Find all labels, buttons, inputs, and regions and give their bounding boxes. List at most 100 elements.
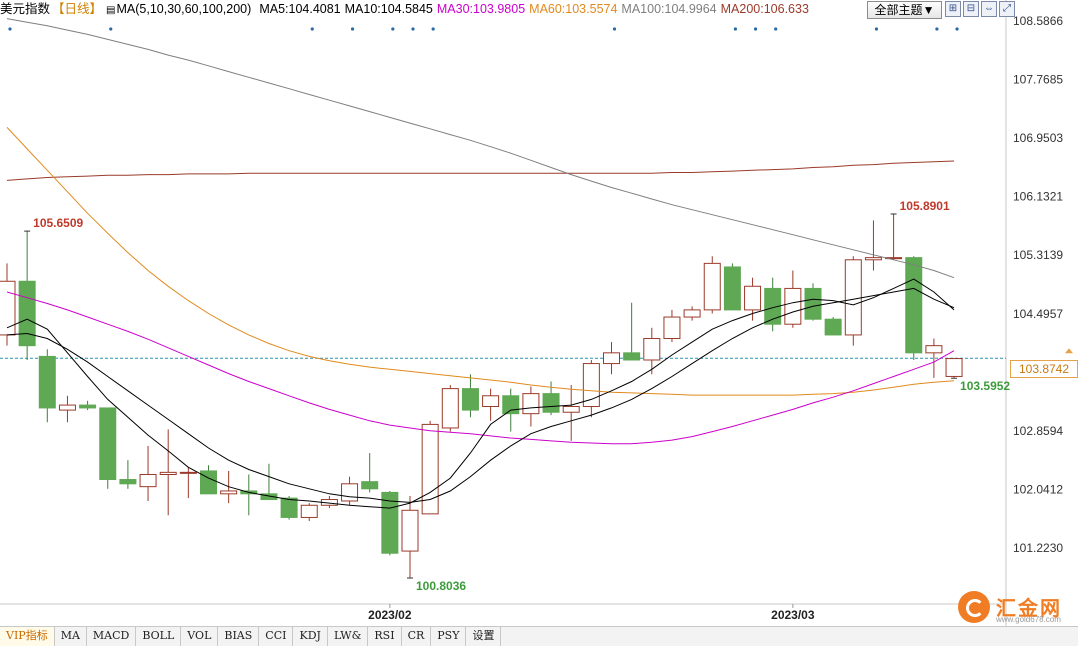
indicator-tab-bar: VIP指标 MA MACD BOLL VOL BIAS CCI KDJ LW& RSI CR PSY 设…: [0, 626, 1078, 646]
ma-value-0: MA5:104.4081: [259, 2, 341, 16]
candle-body-2: [38, 355, 56, 409]
candle-body-25: [502, 395, 520, 415]
logo-url: www.gold678.com: [996, 615, 1061, 624]
event-marker-8: [733, 27, 738, 31]
y-tick-7: 102.8594: [1013, 424, 1063, 438]
expand-icon[interactable]: ⤢: [999, 1, 1015, 17]
event-marker-9: [753, 27, 758, 31]
candle-body-26: [522, 393, 540, 415]
extreme-label-0: 105.6509: [33, 216, 83, 230]
indicator-tab-9[interactable]: RSI: [368, 627, 402, 646]
ma100-line: [6, 18, 955, 279]
price-arrow-icon: [1065, 348, 1073, 354]
indicator-tab-5[interactable]: BIAS: [218, 627, 260, 646]
theme-dropdown[interactable]: 全部主题▼: [867, 1, 942, 19]
candle-body-22: [441, 388, 459, 429]
candle-body-45: [905, 257, 923, 354]
candle-body-34: [683, 309, 701, 318]
event-marker-5: [411, 27, 415, 31]
indicator-tab-12[interactable]: 设置: [466, 627, 502, 646]
event-marker-2: [310, 27, 314, 31]
y-tick-0: 108.5866: [1013, 14, 1063, 28]
y-tick-9: 101.2230: [1013, 541, 1063, 555]
candle-body-39: [784, 287, 802, 325]
candlestick-chart[interactable]: 108.5866 107.7685 106.9503 106.1321 105.3139…: [0, 0, 1078, 626]
ma-value-5: MA200:106.633: [720, 2, 809, 16]
ma-value-1: MA10:104.5845: [344, 2, 433, 16]
current-price-label: 103.8742: [1010, 360, 1078, 378]
indicator-tab-10[interactable]: CR: [402, 627, 432, 646]
y-tick-3: 106.1321: [1013, 190, 1063, 204]
ma30-line: [6, 291, 955, 445]
event-marker-3: [350, 27, 355, 31]
candle-body-8: [159, 471, 177, 475]
candle-body-37: [744, 285, 762, 311]
y-tick-4: 105.3139: [1013, 248, 1063, 262]
event-marker-4: [391, 27, 395, 31]
event-marker-6: [431, 27, 435, 31]
candle-body-33: [663, 316, 681, 340]
zoom-out-icon[interactable]: ⊟: [963, 1, 979, 17]
candle-body-17: [341, 483, 359, 502]
indicator-tab-11[interactable]: PSY: [431, 627, 467, 646]
candle-body-27: [542, 393, 560, 413]
indicator-tab-3[interactable]: BOLL: [136, 627, 182, 646]
candle-body-7: [139, 473, 157, 488]
candle-body-10: [200, 470, 217, 495]
chevron-down-icon: ▼: [922, 3, 935, 17]
ma-setting-icon: ▤: [106, 5, 116, 16]
candle-body-20: [401, 509, 419, 552]
candle-body-32: [643, 338, 661, 361]
indicator-tab-8[interactable]: LW&: [328, 627, 369, 646]
indicator-tab-1[interactable]: MA: [55, 627, 87, 646]
candle-body-36: [723, 266, 741, 311]
candle-body-13: [260, 493, 278, 501]
ma5-line: [6, 278, 955, 509]
indicator-tab-2[interactable]: MACD: [87, 627, 137, 646]
candle-body-0: [0, 280, 16, 336]
ma200-line: [6, 160, 955, 181]
period-label[interactable]: 【日线】: [52, 2, 103, 16]
candle-body-21: [421, 423, 439, 515]
candle-body-28: [562, 406, 580, 413]
candle-body-41: [824, 318, 842, 336]
candle-body-31: [623, 352, 641, 361]
candle-body-3: [58, 404, 76, 411]
candle-body-35: [703, 262, 721, 311]
indicator-tab-6[interactable]: CCI: [259, 627, 294, 646]
y-tick-2: 106.9503: [1013, 131, 1063, 145]
candle-body-47: [945, 358, 963, 377]
candle-body-18: [361, 481, 379, 490]
logo-text: 汇金网: [996, 598, 1062, 620]
candle-body-42: [844, 259, 862, 336]
indicator-tab-7[interactable]: KDJ: [293, 627, 328, 646]
candle-body-23: [461, 388, 479, 411]
chart-header: 美元指数 【日线】 ▤MA(5,10,30,60,100,200) MA5:104.4…: [0, 0, 860, 20]
zoom-in-icon[interactable]: ⊞: [945, 1, 961, 17]
x-label-0: 2023/02: [368, 608, 412, 622]
indicator-tab-0[interactable]: VIP指标: [0, 627, 55, 646]
candle-body-24: [482, 395, 500, 408]
y-tick-1: 107.7685: [1013, 73, 1063, 87]
ma-params-label[interactable]: ▤MA(5,10,30,60,100,200): [106, 2, 252, 16]
x-label-1: 2023/03: [771, 608, 815, 622]
candle-body-43: [864, 257, 882, 261]
candle-body-38: [764, 287, 782, 325]
candle-body-11: [220, 490, 238, 495]
event-marker-7: [612, 27, 617, 31]
candle-body-30: [603, 352, 620, 365]
candle-body-29: [582, 363, 600, 408]
event-marker-1: [109, 27, 113, 31]
ma10-line: [6, 287, 955, 503]
move-icon[interactable]: ⇔: [981, 1, 997, 17]
indicator-tab-4[interactable]: VOL: [181, 627, 219, 646]
event-marker-11: [874, 27, 879, 31]
ma60-line: [6, 127, 955, 396]
ma-value-4: MA100:104.9964: [621, 2, 717, 16]
candle-body-14: [280, 497, 298, 518]
candle-body-15: [300, 504, 318, 518]
candle-body-4: [79, 404, 97, 409]
extreme-label-1: 100.8036: [416, 579, 466, 593]
event-marker-13: [955, 27, 959, 31]
event-marker-10: [774, 27, 778, 31]
